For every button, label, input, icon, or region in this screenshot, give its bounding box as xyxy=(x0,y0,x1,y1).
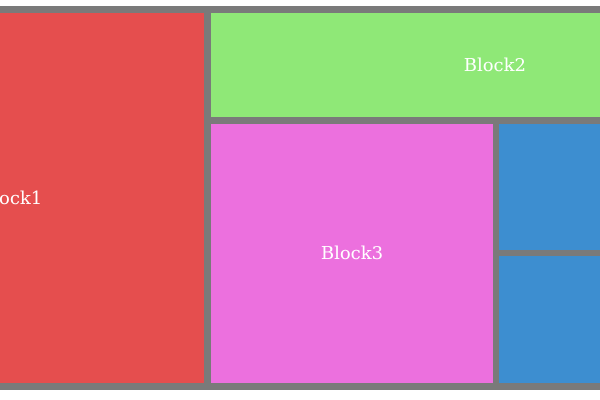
block-3-label: Block3 xyxy=(320,243,384,264)
block-2[interactable]: Block2 xyxy=(211,13,600,117)
block-1-label: Block1 xyxy=(0,187,43,209)
block-3[interactable]: Block3 xyxy=(211,124,493,383)
block-5[interactable] xyxy=(499,256,600,383)
block-1[interactable]: Block1 xyxy=(0,13,204,383)
block-2-label: Block2 xyxy=(463,54,526,76)
block-4[interactable] xyxy=(499,124,600,250)
